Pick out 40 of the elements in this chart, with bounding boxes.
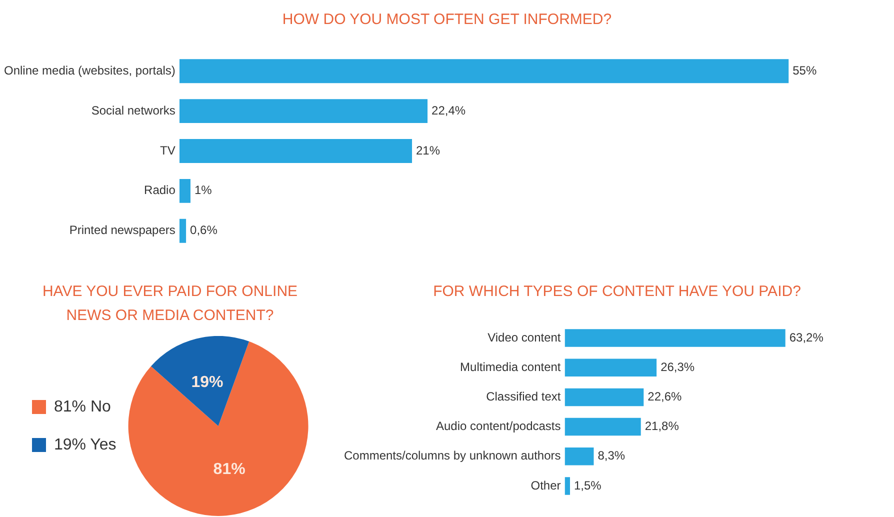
data-label: 0,6% — [190, 223, 218, 238]
data-label: 21,8% — [644, 419, 680, 434]
bar — [564, 388, 644, 406]
y-tick-label: Video content — [488, 330, 562, 344]
bar — [179, 139, 412, 163]
y-tick-label: Audio content/podcasts — [436, 419, 561, 434]
data-label: 21% — [416, 143, 440, 158]
data-label: 22,4% — [432, 103, 466, 118]
y-tick-label: TV — [160, 143, 176, 158]
chart-title: HAVE YOU EVER PAID FOR ONLINE NEWS OR MEDIA CONTENT? — [41, 282, 299, 326]
data-label: 8,3% — [598, 448, 626, 463]
data-label: 1% — [194, 183, 212, 198]
bar — [564, 477, 570, 495]
bar — [179, 59, 789, 84]
data-label: 26,3% — [660, 360, 695, 374]
y-tick-label: Multimedia content — [460, 360, 562, 374]
data-label: 63,2% — [789, 330, 824, 344]
bar — [564, 358, 657, 376]
y-tick-label: Printed newspapers — [69, 223, 176, 238]
bar — [564, 448, 594, 466]
y-tick-label: Other — [530, 478, 561, 492]
y-tick-label: Social networks — [91, 103, 176, 118]
chart-title: FOR WHICH TYPES OF CONTENT HAVE YOU PAID? — [432, 282, 802, 302]
y-tick-label: Classified text — [486, 390, 562, 404]
bar — [564, 418, 641, 436]
bar — [564, 329, 786, 347]
data-label: 81% — [213, 461, 246, 478]
data-label: 22,6% — [648, 390, 682, 404]
legend-label: 19% Yes — [54, 436, 116, 454]
y-tick-label: Comments/columns by unknown authors — [344, 448, 561, 463]
legend-label: 81% No — [54, 398, 112, 416]
y-tick-label: Online media (websites, portals) — [4, 63, 176, 78]
data-label: 55% — [792, 63, 817, 78]
bar — [179, 218, 186, 243]
y-tick-label: Radio — [144, 183, 176, 198]
bar — [179, 99, 428, 124]
chart-title: HOW DO YOU MOST OFTEN GET INFORMED? — [281, 10, 613, 30]
bar — [179, 178, 190, 203]
data-label: 19% — [191, 374, 224, 391]
data-label: 1,5% — [574, 478, 602, 492]
